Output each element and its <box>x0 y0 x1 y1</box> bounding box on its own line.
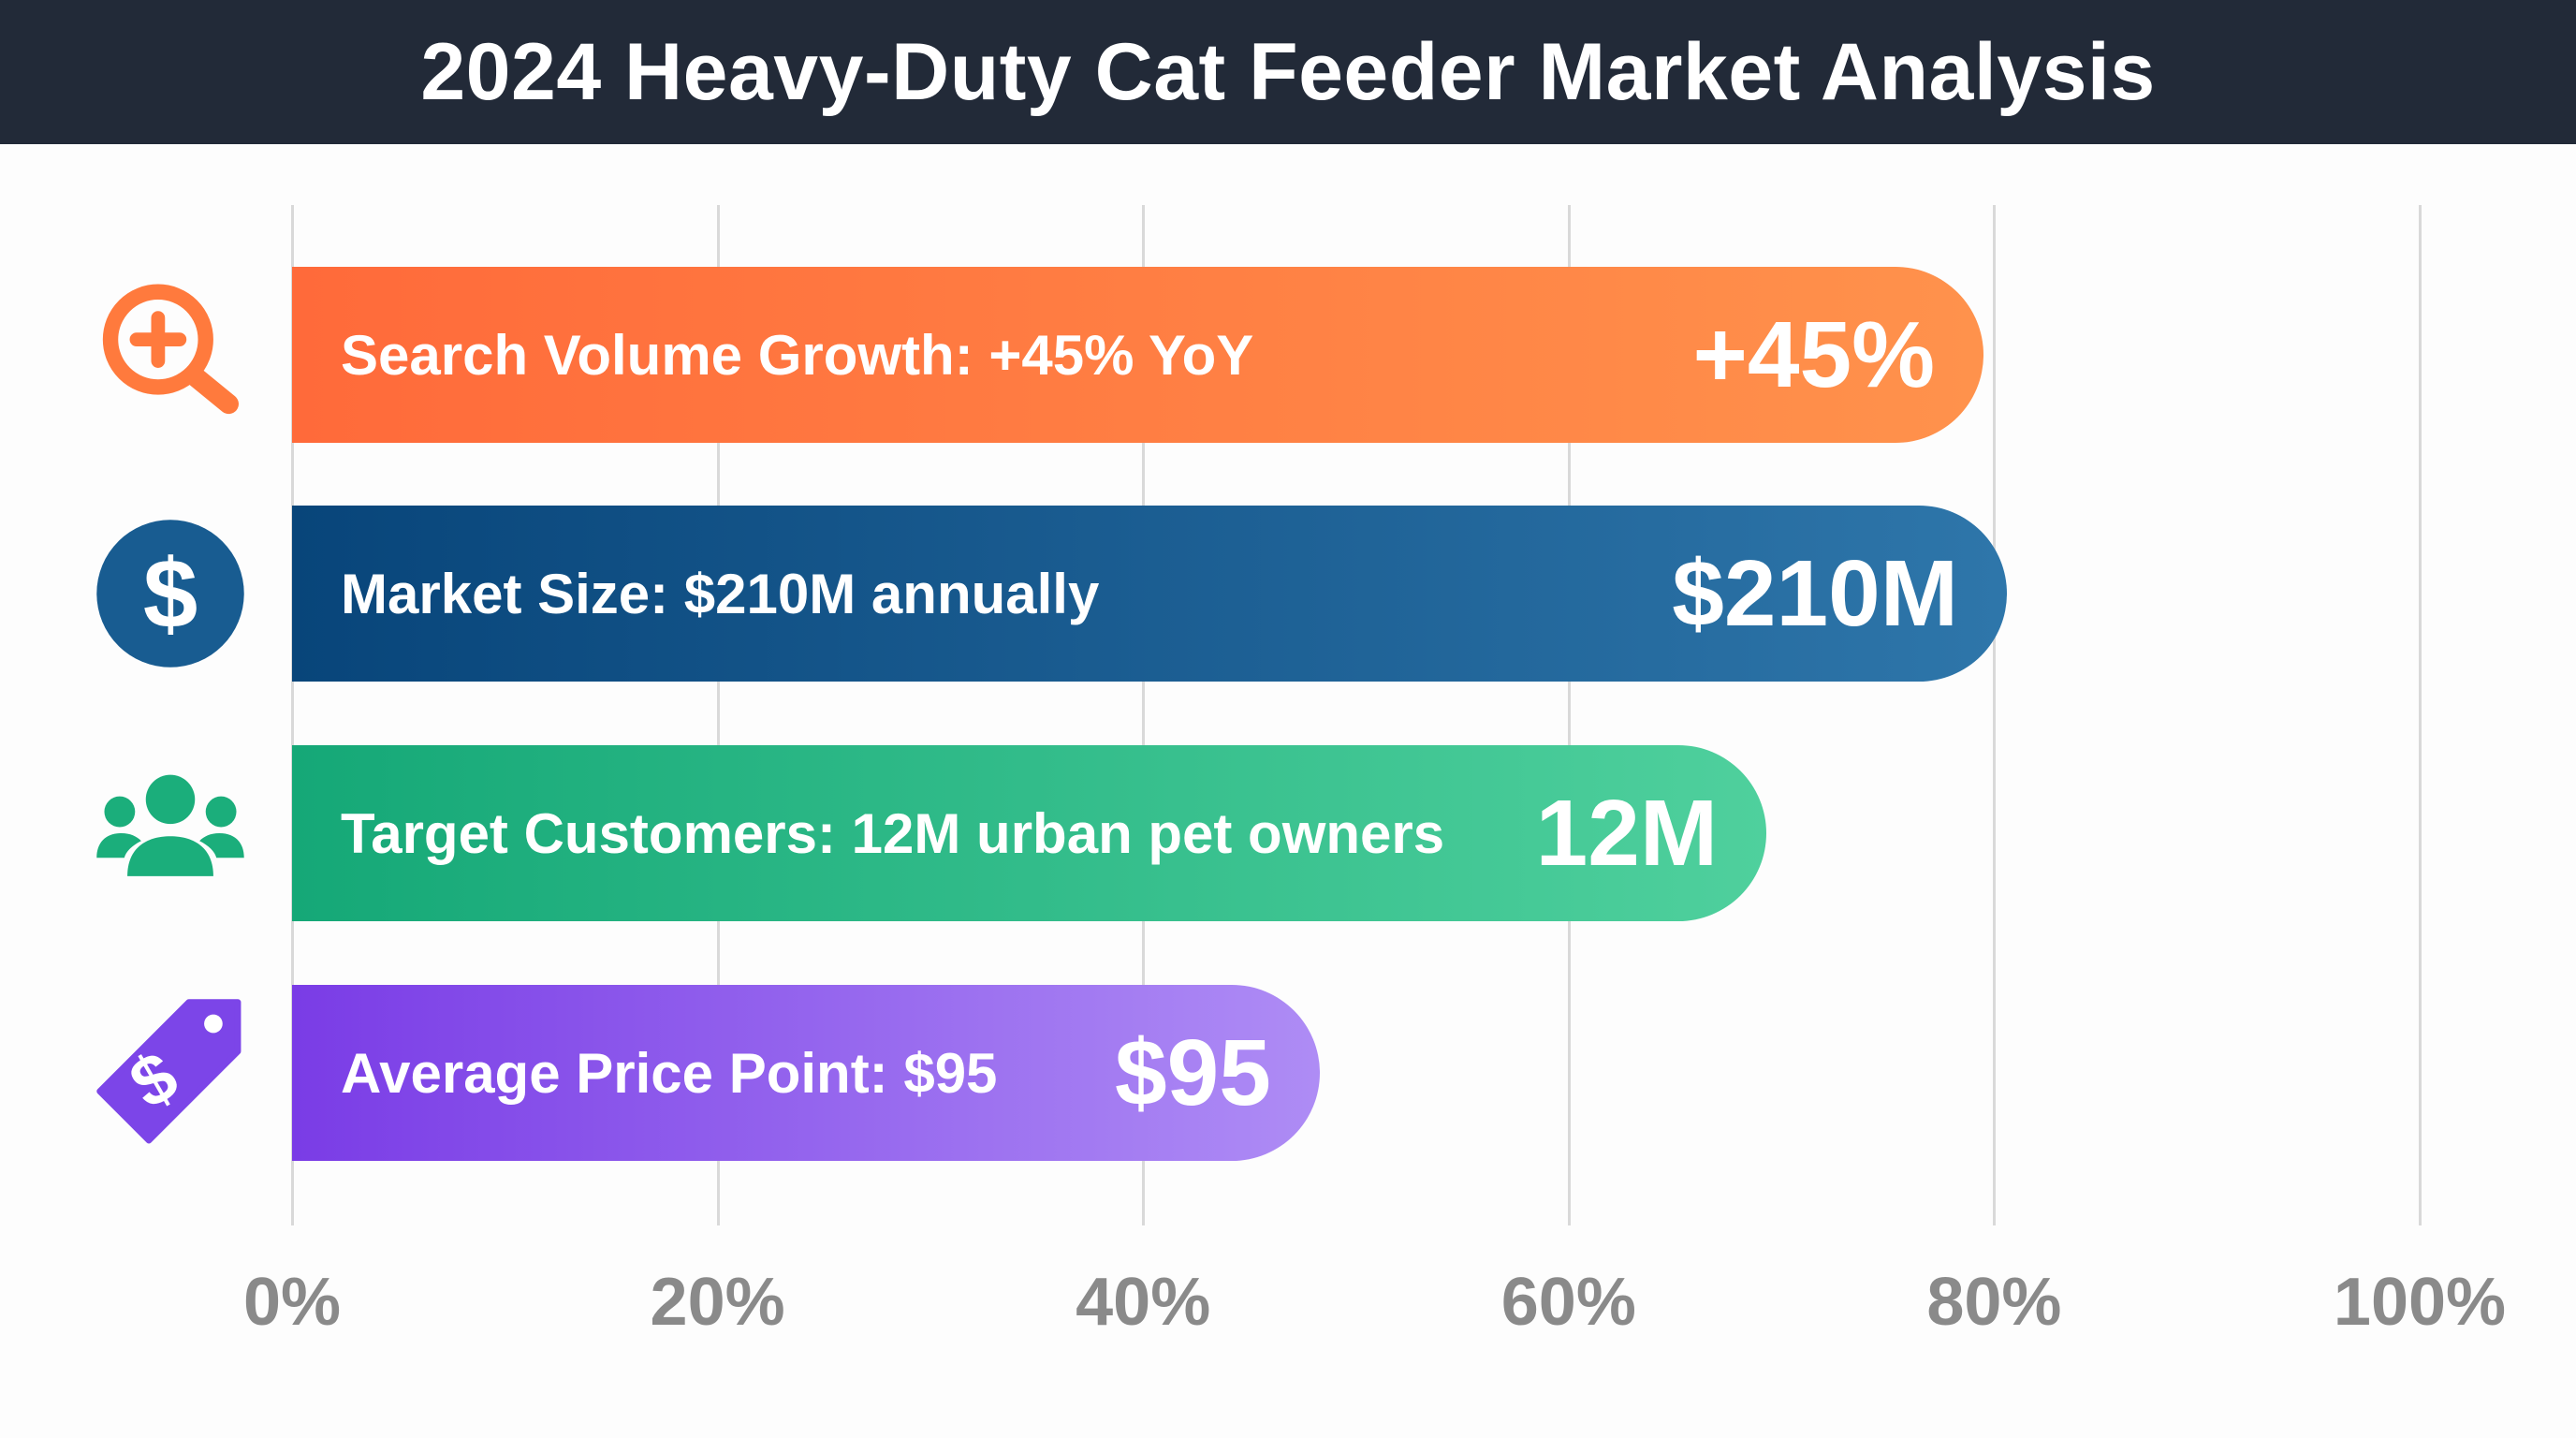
bar-label: Search Volume Growth: +45% YoY <box>341 323 1254 387</box>
bar-label: Average Price Point: $95 <box>341 1041 998 1105</box>
bar: Average Price Point: $95 $95 <box>292 985 1320 1161</box>
svg-text:$: $ <box>143 539 198 649</box>
users-group-icon <box>96 774 244 876</box>
dollar-circle-icon: $ <box>96 520 244 668</box>
gridline <box>1993 205 1997 1225</box>
bar-value-label: $210M <box>1672 540 1959 646</box>
bar-label: Target Customers: 12M urban pet owners <box>341 801 1445 865</box>
bar-value-label: +45% <box>1692 301 1936 407</box>
search-plus-icon <box>102 284 239 415</box>
gridline <box>1142 205 1146 1225</box>
bar-value-label: $95 <box>1114 1020 1271 1125</box>
chart-title: 2024 Heavy-Duty Cat Feeder Market Analys… <box>420 26 2156 117</box>
x-tick-label: 20% <box>650 1265 785 1340</box>
x-tick-label: 100% <box>2333 1265 2507 1340</box>
gridline <box>716 205 720 1225</box>
bar: Target Customers: 12M urban pet owners 12… <box>292 745 1767 921</box>
gridline <box>1567 205 1571 1225</box>
x-tick-label: 40% <box>1076 1265 1211 1340</box>
x-tick-label: 0% <box>242 1265 342 1340</box>
bar-label: Market Size: $210M annually <box>341 562 1100 625</box>
x-tick-label: 80% <box>1926 1265 2062 1340</box>
bar: Market Size: $210M annually $210M <box>292 506 2008 682</box>
title-bar: 2024 Heavy-Duty Cat Feeder Market Analys… <box>0 0 2576 144</box>
bar: Search Volume Growth: +45% YoY +45% <box>292 267 1984 443</box>
x-tick-label: 60% <box>1500 1265 1636 1340</box>
gridline <box>2419 205 2422 1225</box>
price-tag-icon: $ <box>96 999 242 1144</box>
bar-value-label: 12M <box>1535 780 1719 886</box>
gridline <box>291 205 294 1225</box>
